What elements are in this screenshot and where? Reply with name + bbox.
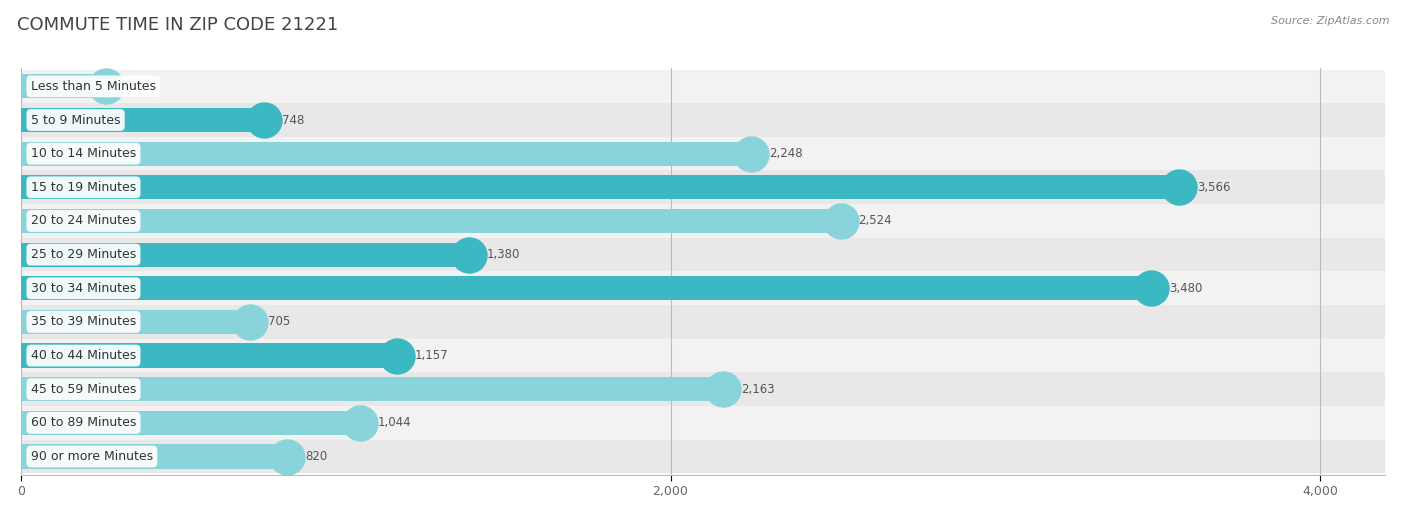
Text: 705: 705 bbox=[269, 315, 290, 328]
Text: 748: 748 bbox=[281, 113, 304, 126]
Text: 261: 261 bbox=[124, 80, 146, 93]
Text: 15 to 19 Minutes: 15 to 19 Minutes bbox=[31, 181, 136, 194]
Text: 35 to 39 Minutes: 35 to 39 Minutes bbox=[31, 315, 136, 328]
Text: 3,480: 3,480 bbox=[1168, 282, 1202, 295]
Text: 2,248: 2,248 bbox=[769, 147, 803, 160]
Bar bbox=[21, 141, 751, 166]
Bar bbox=[21, 440, 1385, 473]
Bar bbox=[21, 204, 1385, 238]
Bar bbox=[21, 343, 396, 367]
Bar bbox=[21, 276, 1152, 300]
Bar bbox=[21, 372, 1385, 406]
Text: COMMUTE TIME IN ZIP CODE 21221: COMMUTE TIME IN ZIP CODE 21221 bbox=[17, 16, 337, 33]
Text: 40 to 44 Minutes: 40 to 44 Minutes bbox=[31, 349, 136, 362]
Bar bbox=[21, 74, 105, 99]
Text: 90 or more Minutes: 90 or more Minutes bbox=[31, 450, 153, 463]
Text: 2,524: 2,524 bbox=[859, 215, 893, 228]
Bar bbox=[21, 108, 264, 132]
Text: 2,163: 2,163 bbox=[741, 383, 775, 396]
Text: 3,566: 3,566 bbox=[1197, 181, 1230, 194]
Bar bbox=[21, 69, 1385, 103]
Bar bbox=[21, 339, 1385, 372]
Text: 1,380: 1,380 bbox=[486, 248, 520, 261]
Text: 45 to 59 Minutes: 45 to 59 Minutes bbox=[31, 383, 136, 396]
Bar bbox=[21, 171, 1385, 204]
Text: Source: ZipAtlas.com: Source: ZipAtlas.com bbox=[1271, 16, 1389, 26]
Bar bbox=[21, 411, 360, 435]
Text: Less than 5 Minutes: Less than 5 Minutes bbox=[31, 80, 156, 93]
Text: 60 to 89 Minutes: 60 to 89 Minutes bbox=[31, 417, 136, 430]
Bar bbox=[21, 175, 1180, 199]
Bar bbox=[21, 406, 1385, 440]
Text: 30 to 34 Minutes: 30 to 34 Minutes bbox=[31, 282, 136, 295]
Bar bbox=[21, 137, 1385, 171]
Bar bbox=[21, 310, 250, 334]
Text: 820: 820 bbox=[305, 450, 328, 463]
Text: 20 to 24 Minutes: 20 to 24 Minutes bbox=[31, 215, 136, 228]
Text: 1,157: 1,157 bbox=[415, 349, 449, 362]
Text: 1,044: 1,044 bbox=[378, 417, 412, 430]
Bar bbox=[21, 305, 1385, 339]
Bar bbox=[21, 103, 1385, 137]
Text: 5 to 9 Minutes: 5 to 9 Minutes bbox=[31, 113, 121, 126]
Bar bbox=[21, 271, 1385, 305]
Text: 25 to 29 Minutes: 25 to 29 Minutes bbox=[31, 248, 136, 261]
Bar bbox=[21, 243, 470, 267]
Bar bbox=[21, 209, 841, 233]
Bar bbox=[21, 377, 724, 401]
Text: 10 to 14 Minutes: 10 to 14 Minutes bbox=[31, 147, 136, 160]
Bar bbox=[21, 444, 287, 469]
Bar bbox=[21, 238, 1385, 271]
